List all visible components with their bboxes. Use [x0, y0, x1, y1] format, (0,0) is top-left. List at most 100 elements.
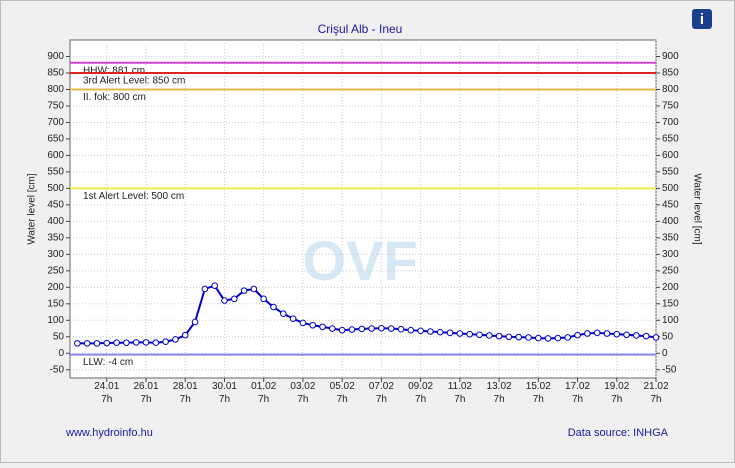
- data-point: [230, 295, 238, 303]
- data-point: [93, 340, 101, 347]
- y-tick-label: 350: [47, 232, 64, 243]
- y2-tick-label: 400: [662, 216, 679, 227]
- y2-tick-label: 600: [662, 150, 679, 161]
- y2-tick-label: 800: [662, 84, 679, 95]
- y-tick-label: 100: [47, 315, 64, 326]
- data-point: [397, 325, 405, 333]
- y2-tick-label: 150: [662, 298, 679, 309]
- data-point: [476, 331, 483, 339]
- y2-tick-label: 100: [662, 315, 679, 326]
- y2-tick-label: 50: [662, 331, 674, 342]
- plot-area: [69, 39, 657, 379]
- y2-tick-label: 250: [662, 265, 679, 276]
- y-tick-label: 800: [47, 84, 64, 95]
- data-point: [338, 326, 346, 334]
- y-tick-label: 450: [47, 200, 64, 211]
- y-tick-label: 250: [47, 265, 64, 276]
- data-point: [495, 332, 503, 340]
- y-tick-label: 600: [47, 150, 64, 161]
- data-point: [358, 325, 366, 333]
- threshold-label: 3rd Alert Level: 850 cm: [83, 76, 185, 87]
- data-point: [250, 285, 258, 293]
- data-point: [378, 324, 385, 332]
- data-point: [152, 339, 160, 347]
- threshold-label: HHW: 881 cm: [83, 65, 145, 76]
- threshold-label: 1st Alert Level: 500 cm: [83, 191, 184, 202]
- data-point: [603, 330, 611, 337]
- data-point: [211, 282, 218, 289]
- y-tick-label: 300: [47, 249, 64, 260]
- threshold-label: LLW: -4 cm: [83, 357, 133, 368]
- y-tick-label: -50: [50, 364, 65, 375]
- data-point: [319, 323, 326, 331]
- footer-source: Data source: INHGA: [568, 427, 669, 439]
- x-tick-label: 28.01 7h: [173, 381, 198, 405]
- data-point: [191, 318, 199, 326]
- x-tick-label: 13.02 7h: [487, 381, 512, 405]
- y2-tick-label: 850: [662, 68, 679, 79]
- x-tick-label: 09.02 7h: [408, 381, 433, 405]
- data-point: [387, 325, 395, 332]
- y2-tick-label: 0: [662, 348, 668, 359]
- data-point: [83, 340, 91, 347]
- data-point: [103, 339, 111, 347]
- x-tick-label: 19.02 7h: [604, 381, 629, 405]
- y-tick-label: 550: [47, 167, 64, 178]
- data-point: [642, 332, 650, 340]
- data-point: [456, 330, 464, 337]
- data-point: [181, 331, 189, 339]
- data-point: [633, 332, 640, 339]
- data-point: [74, 340, 81, 347]
- y2-tick-label: 750: [662, 101, 679, 112]
- data-point: [564, 334, 572, 341]
- x-tick-label: 07.02 7h: [369, 381, 394, 405]
- y-tick-label: 500: [47, 183, 64, 194]
- data-point: [417, 327, 424, 335]
- data-point: [221, 297, 228, 304]
- data-point: [260, 295, 267, 303]
- y-tick-label: 200: [47, 282, 64, 293]
- y-tick-label: 650: [47, 134, 64, 145]
- data-point: [554, 334, 562, 342]
- data-point: [446, 329, 454, 337]
- data-point: [309, 321, 317, 329]
- x-tick-label: 26.01 7h: [133, 381, 158, 405]
- y-tick-label: 900: [47, 51, 64, 62]
- x-tick-label: 24.01 7h: [94, 381, 119, 405]
- data-point: [535, 334, 542, 342]
- data-point: [584, 330, 591, 337]
- data-point: [368, 325, 375, 332]
- y2-tick-label: 200: [662, 282, 679, 293]
- data-point: [593, 329, 601, 337]
- x-tick-label: 15.02 7h: [526, 381, 551, 405]
- data-point: [123, 339, 130, 347]
- data-point: [427, 328, 434, 335]
- data-point: [329, 325, 336, 332]
- y2-tick-label: 700: [662, 117, 679, 128]
- data-point: [348, 326, 356, 333]
- footer-link[interactable]: www.hydroinfo.hu: [65, 427, 153, 439]
- y2-tick-label: -50: [662, 364, 677, 375]
- y2-tick-label: 300: [662, 249, 679, 260]
- y-tick-label: 50: [53, 331, 65, 342]
- threshold-label: II. fok: 800 cm: [83, 92, 146, 103]
- data-point: [240, 287, 248, 294]
- data-point: [201, 285, 209, 293]
- data-point: [515, 333, 522, 341]
- y-tick-label: 150: [47, 298, 64, 309]
- x-tick-label: 01.02 7h: [251, 381, 276, 405]
- y-axis-label: Water level [cm]: [27, 173, 38, 245]
- info-icon[interactable]: i: [700, 11, 704, 28]
- data-point: [289, 315, 297, 322]
- y-tick-label: 700: [47, 117, 64, 128]
- data-point: [436, 328, 444, 336]
- y-tick-label: 0: [58, 348, 64, 359]
- data-point: [652, 334, 660, 341]
- info-button[interactable]: [692, 9, 712, 29]
- data-point: [270, 303, 277, 311]
- y2-axis-label: Water level [cm]: [691, 173, 702, 245]
- data-point: [466, 330, 473, 338]
- data-point: [574, 331, 581, 339]
- data-point: [505, 333, 513, 341]
